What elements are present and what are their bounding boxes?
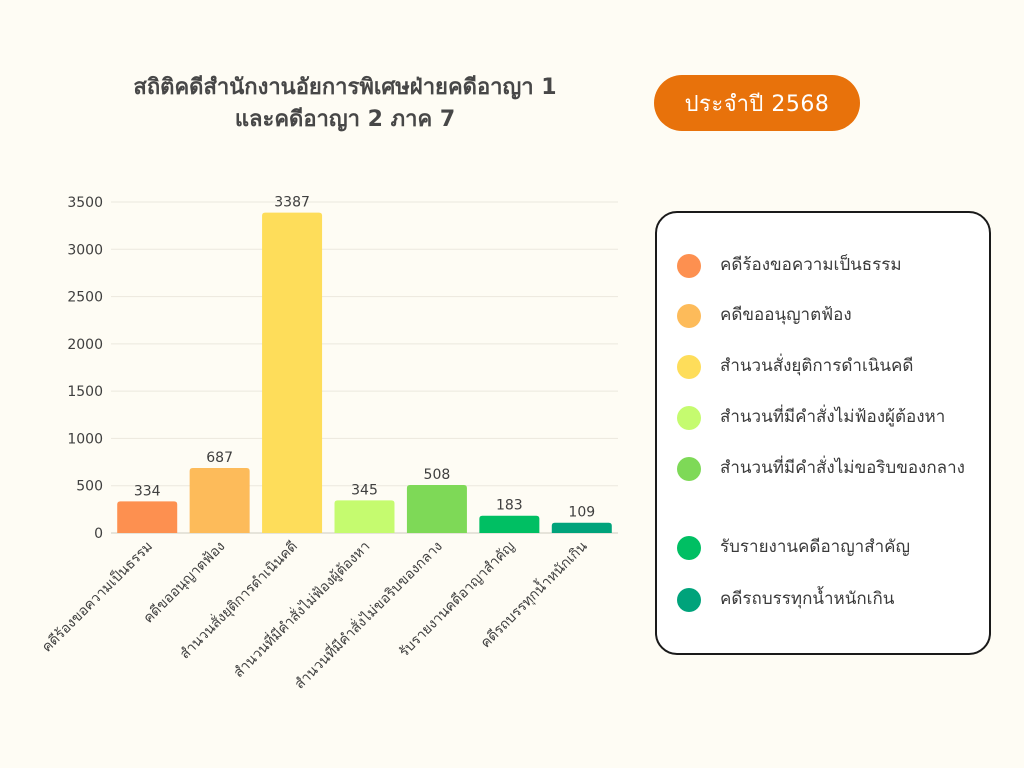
legend-label-4: สำนวนที่มีคำสั่งไม่ฟ้องผู้ต้องหา [720,407,946,427]
x-tick-label: รับรายงานคดีอาญาสำคัญ [396,538,518,660]
legend-item-4: สำนวนที่มีคำสั่งไม่ฟ้องผู้ต้องหา [677,403,970,432]
y-tick-label: 2500 [67,290,103,306]
legend-label-1: คดีร้องขอความเป็นธรรม [720,255,902,275]
legend-item-5: สำนวนที่มีคำสั่งไม่ขอริบของกลาง [677,454,970,483]
legend-item-6: รับรายงานคดีอาญาสำคัญ [677,533,970,562]
x-tick-label: สำนวนที่มีคำสั่งไม่ฟ้องผู้ต้องหา [229,537,373,681]
legend-item-2: คดีขออนุญาตฟ้อง [677,301,970,330]
legend-swatch-7 [677,588,701,612]
x-tick-label: สำนวนที่มีคำสั่งไม่ขอริบของกลาง [290,537,445,692]
y-tick-label: 2000 [67,337,103,353]
data-label: 508 [424,467,451,483]
legend-item-1: คดีร้องขอความเป็นธรรม [677,251,970,280]
x-tick-label: คดีร้องขอความเป็นธรรม [38,537,156,655]
data-label: 345 [351,482,378,498]
bar [189,468,250,533]
data-label: 183 [496,498,523,514]
legend-swatch-5 [677,457,701,481]
y-tick-label: 1000 [67,431,103,447]
bar-chart: 0 500 1000 1500 2000 2500 3000 3500 334 คดีร้องขอ… [38,195,618,692]
chart-title-line-2: และคดีอาญา 2 ภาค 7 [234,107,456,132]
data-label: 109 [568,505,595,521]
bar [334,500,395,533]
legend-label-3: สำนวนสั่งยุติการดำเนินคดี [720,356,914,376]
chart-title: สถิติคดีสำนักงานอัยการพิเศษฝ่ายคดีอาญา 1… [80,72,610,136]
legend-swatch-3 [677,355,701,379]
legend-item-7: คดีรถบรรทุกน้ำหนักเกิน [677,585,970,614]
data-label: 3387 [274,195,310,211]
year-badge: ประจำปี 2568 [654,75,860,131]
bar [262,212,323,533]
y-tick-label: 0 [94,526,103,542]
legend-label-6: รับรายงานคดีอาญาสำคัญ [720,537,911,557]
legend-swatch-4 [677,406,701,430]
legend-label-2: คดีขออนุญาตฟ้อง [720,305,852,325]
bar [479,515,540,533]
y-tick-label: 3500 [67,195,103,211]
legend-item-3: สำนวนสั่งยุติการดำเนินคดี [677,352,970,381]
x-tick-label: สำนวนสั่งยุติการดำเนินคดี [176,537,301,662]
legend-label-7: คดีรถบรรทุกน้ำหนักเกิน [720,589,895,609]
y-tick-label: 1500 [67,384,103,400]
data-label: 334 [134,483,161,499]
legend-swatch-1 [677,254,701,278]
y-tick-label: 3000 [67,242,103,258]
y-tick-label: 500 [76,479,103,495]
legend-swatch-6 [677,536,701,560]
chart-title-line-1: สถิติคดีสำนักงานอัยการพิเศษฝ่ายคดีอาญา 1 [133,75,557,100]
legend: คดีร้องขอความเป็นธรรม คดีขออนุญาตฟ้อง สำ… [655,211,991,655]
data-label: 687 [206,450,233,466]
bar [551,522,612,533]
bar [406,484,467,533]
bar [117,501,178,533]
legend-label-5: สำนวนที่มีคำสั่งไม่ขอริบของกลาง [720,458,965,478]
legend-swatch-2 [677,304,701,328]
